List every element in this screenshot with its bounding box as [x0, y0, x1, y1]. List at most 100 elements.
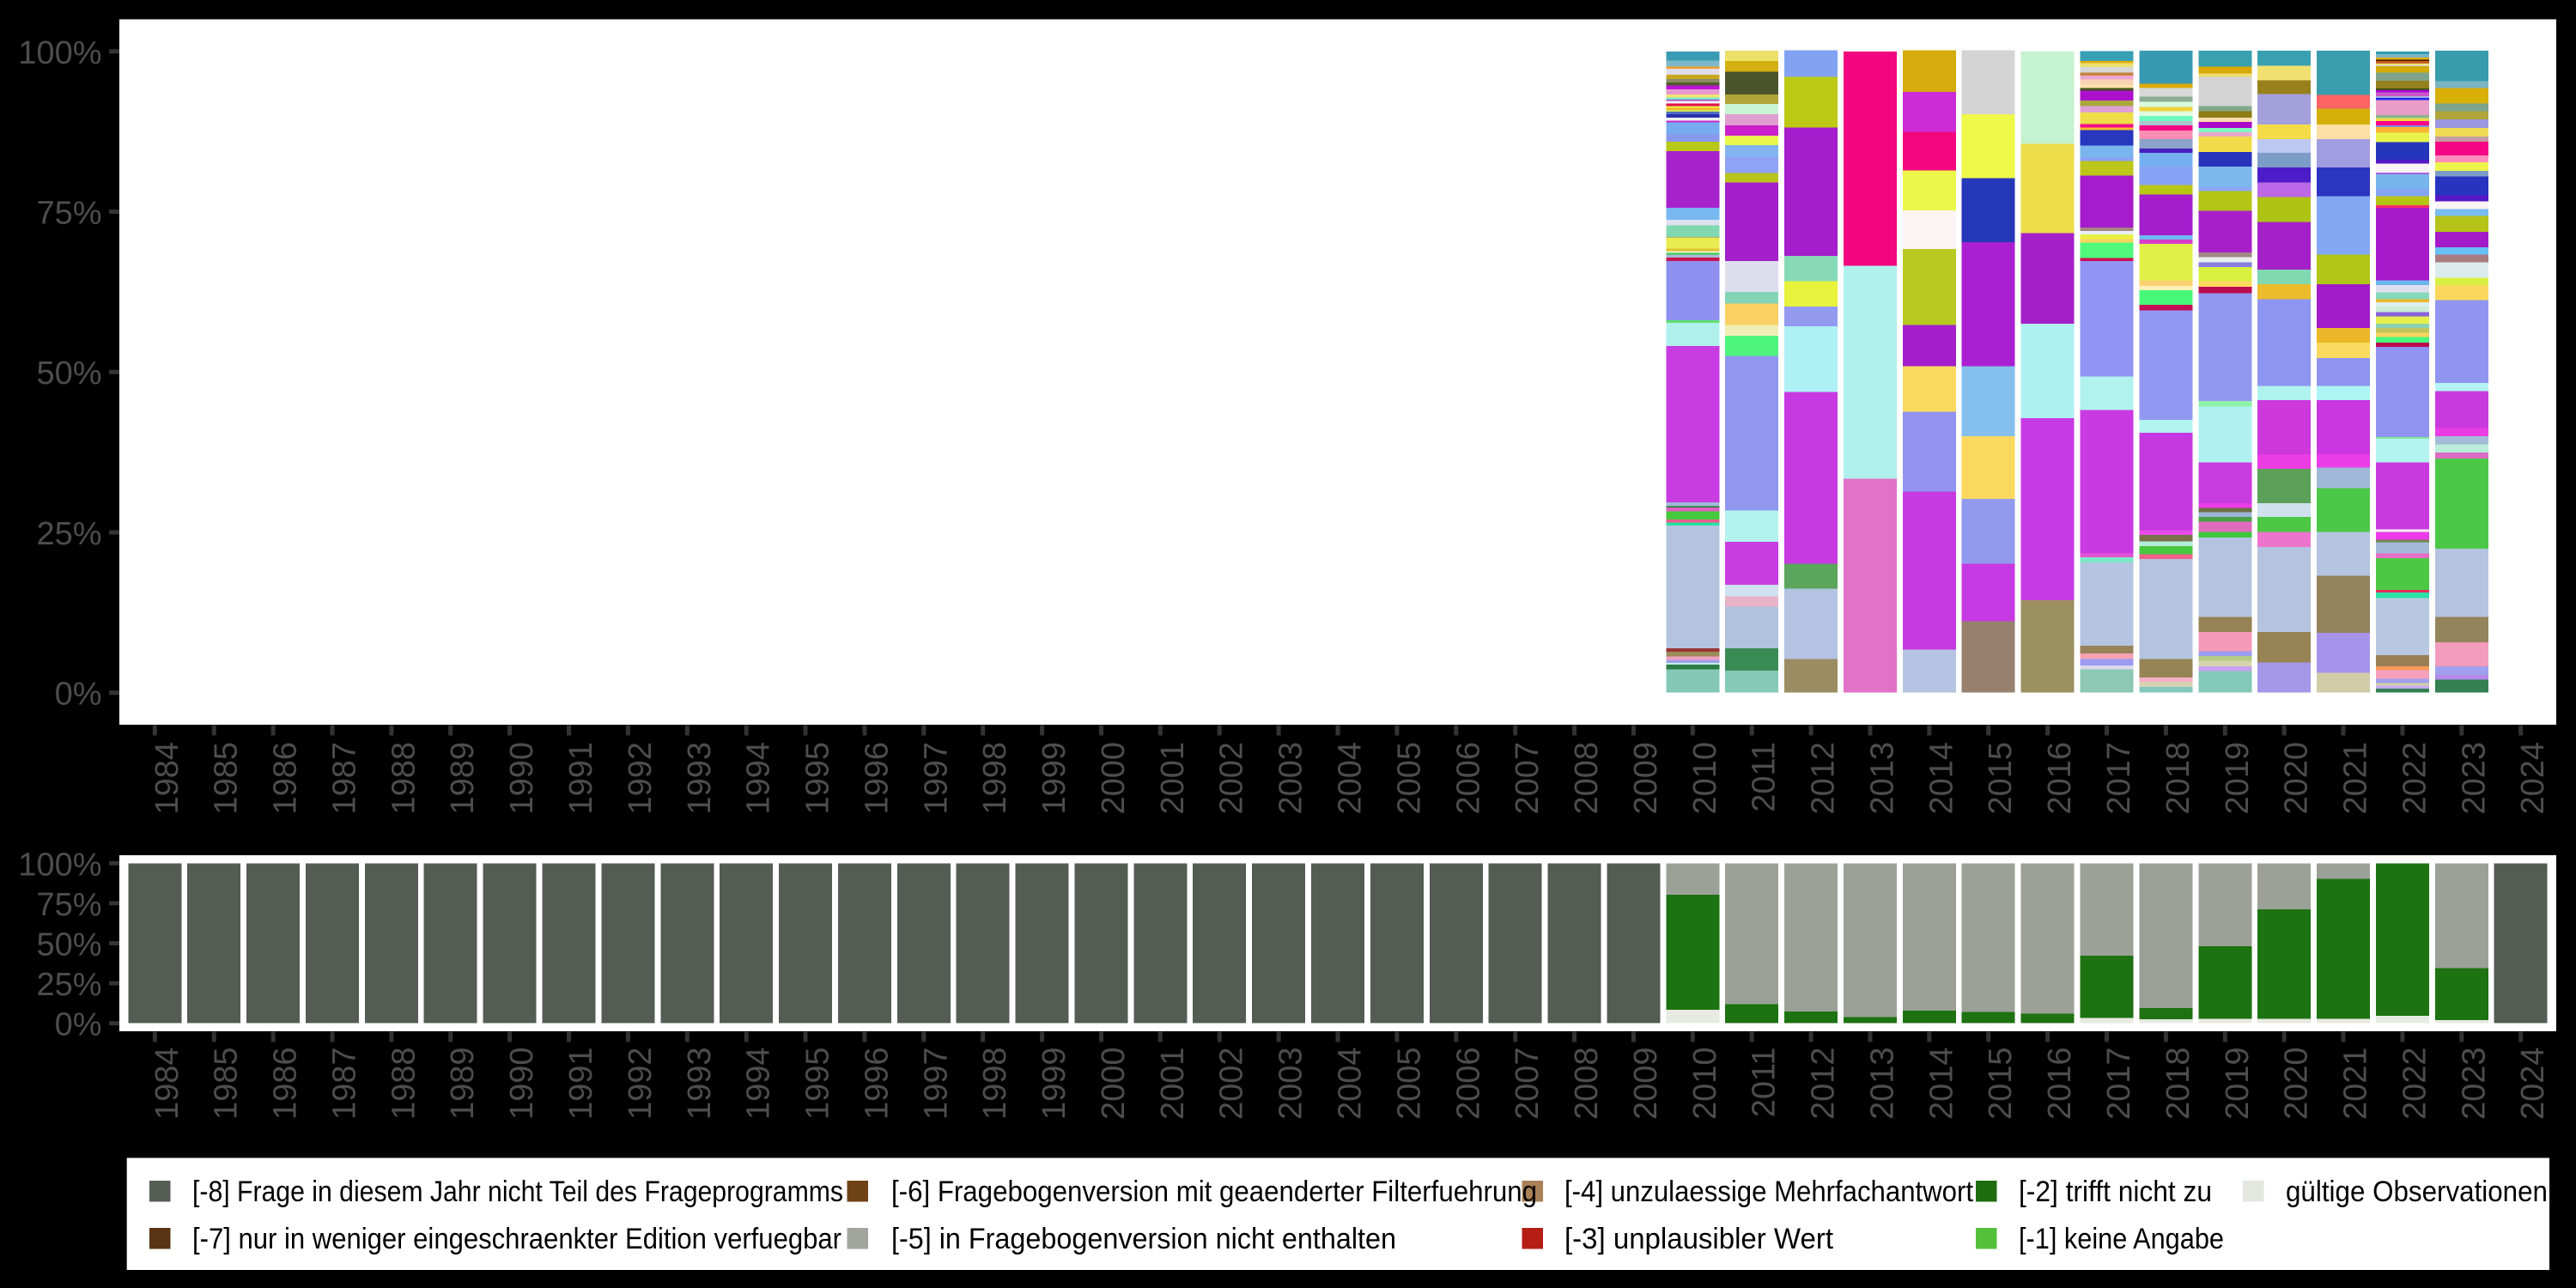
svg-text:2002: 2002	[1214, 742, 1250, 815]
svg-text:2004: 2004	[1333, 742, 1369, 815]
svg-text:2018: 2018	[2160, 742, 2196, 815]
svg-text:2007: 2007	[1510, 1048, 1546, 1121]
svg-text:2016: 2016	[2042, 742, 2078, 815]
svg-text:[-3] unplausibler Wert: [-3] unplausibler Wert	[1564, 1223, 1834, 1255]
svg-text:2004: 2004	[1333, 1048, 1369, 1121]
svg-text:2005: 2005	[1391, 1048, 1427, 1121]
svg-text:2019: 2019	[2220, 742, 2256, 815]
svg-text:2003: 2003	[1273, 1048, 1309, 1121]
svg-text:1984: 1984	[149, 742, 185, 815]
svg-text:1987: 1987	[327, 742, 363, 815]
svg-text:1993: 1993	[682, 1048, 718, 1121]
svg-text:[-4] unzulaessige Mehrfachantw: [-4] unzulaessige Mehrfachantwort	[1564, 1176, 1974, 1208]
svg-text:2001: 2001	[1155, 742, 1191, 815]
svg-text:2009: 2009	[1628, 742, 1664, 815]
svg-text:1998: 1998	[977, 1048, 1013, 1121]
svg-text:2020: 2020	[2279, 742, 2315, 815]
svg-text:1989: 1989	[445, 1048, 481, 1121]
svg-text:1994: 1994	[741, 1048, 777, 1121]
svg-text:1984: 1984	[149, 1048, 185, 1121]
svg-text:2014: 2014	[1923, 742, 1959, 815]
svg-text:2017: 2017	[2101, 1048, 2137, 1121]
svg-text:25%: 25%	[36, 516, 101, 552]
svg-text:2012: 2012	[1806, 742, 1842, 815]
svg-text:50%: 50%	[36, 355, 101, 392]
svg-text:2023: 2023	[2456, 742, 2492, 815]
svg-text:2012: 2012	[1806, 1048, 1842, 1121]
svg-text:1996: 1996	[859, 742, 895, 815]
svg-text:1988: 1988	[386, 1048, 422, 1121]
svg-text:75%: 75%	[36, 196, 101, 232]
svg-text:0%: 0%	[55, 1007, 102, 1043]
svg-text:2015: 2015	[1983, 1048, 2019, 1121]
svg-text:1995: 1995	[800, 1048, 836, 1121]
svg-text:1993: 1993	[682, 742, 718, 815]
svg-text:1986: 1986	[268, 742, 304, 815]
svg-text:0%: 0%	[55, 677, 102, 713]
svg-text:2016: 2016	[2042, 1048, 2078, 1121]
svg-text:2024: 2024	[2515, 1048, 2551, 1121]
svg-text:25%: 25%	[36, 967, 101, 1003]
svg-text:1987: 1987	[327, 1048, 363, 1121]
svg-text:2008: 2008	[1569, 1048, 1605, 1121]
svg-text:1986: 1986	[268, 1048, 304, 1121]
svg-text:2024: 2024	[2515, 742, 2551, 815]
svg-text:2011: 2011	[1747, 1048, 1783, 1118]
svg-text:2014: 2014	[1923, 1048, 1959, 1121]
svg-text:[-8] Frage in diesem Jahr nich: [-8] Frage in diesem Jahr nicht Teil des…	[192, 1176, 843, 1208]
svg-text:50%: 50%	[36, 927, 101, 963]
svg-text:1996: 1996	[859, 1048, 895, 1121]
svg-text:1991: 1991	[563, 1048, 599, 1121]
svg-text:2001: 2001	[1155, 1048, 1191, 1121]
svg-text:2010: 2010	[1687, 742, 1723, 815]
svg-text:2006: 2006	[1450, 1048, 1486, 1121]
svg-text:2005: 2005	[1391, 742, 1427, 815]
svg-text:1990: 1990	[504, 742, 540, 815]
svg-text:1997: 1997	[918, 1048, 954, 1121]
svg-text:2017: 2017	[2101, 742, 2137, 815]
svg-text:2000: 2000	[1096, 742, 1132, 815]
svg-text:2006: 2006	[1450, 742, 1486, 815]
svg-text:2013: 2013	[1865, 742, 1901, 815]
svg-text:2023: 2023	[2456, 1048, 2492, 1121]
svg-text:2021: 2021	[2338, 742, 2374, 815]
svg-text:100%: 100%	[18, 847, 101, 883]
svg-text:1990: 1990	[504, 1048, 540, 1121]
svg-text:1998: 1998	[977, 742, 1013, 815]
svg-text:1992: 1992	[623, 1048, 659, 1121]
svg-text:2018: 2018	[2160, 1048, 2196, 1121]
svg-text:2010: 2010	[1687, 1048, 1723, 1121]
svg-text:1985: 1985	[209, 1048, 245, 1121]
svg-text:1997: 1997	[918, 742, 954, 815]
svg-text:1994: 1994	[741, 742, 777, 815]
svg-text:1992: 1992	[623, 742, 659, 815]
svg-text:[-7] nur in weniger eingeschra: [-7] nur in weniger eingeschraenkter Edi…	[192, 1223, 841, 1255]
svg-text:1991: 1991	[563, 742, 599, 815]
svg-text:2009: 2009	[1628, 1048, 1664, 1121]
svg-text:2022: 2022	[2397, 1048, 2433, 1121]
svg-text:2013: 2013	[1865, 1048, 1901, 1121]
svg-text:1985: 1985	[209, 742, 245, 815]
svg-text:[-2] trifft nicht zu: [-2] trifft nicht zu	[2019, 1176, 2212, 1208]
svg-text:2000: 2000	[1096, 1048, 1132, 1121]
svg-text:gültige Observationen: gültige Observationen	[2286, 1176, 2548, 1208]
svg-text:75%: 75%	[36, 887, 101, 923]
svg-text:2002: 2002	[1214, 1048, 1250, 1121]
svg-text:[-6] Fragebogenversion mit gea: [-6] Fragebogenversion mit geaenderter F…	[891, 1176, 1537, 1208]
svg-text:2019: 2019	[2220, 1048, 2256, 1121]
svg-text:1999: 1999	[1036, 742, 1072, 815]
svg-text:1995: 1995	[800, 742, 836, 815]
svg-text:1989: 1989	[445, 742, 481, 815]
svg-text:100%: 100%	[18, 35, 101, 71]
svg-text:2008: 2008	[1569, 742, 1605, 815]
svg-text:2015: 2015	[1983, 742, 2019, 815]
svg-text:1988: 1988	[386, 742, 422, 815]
svg-text:2011: 2011	[1747, 742, 1783, 812]
svg-text:2021: 2021	[2338, 1048, 2374, 1121]
svg-text:2003: 2003	[1273, 742, 1309, 815]
svg-text:2007: 2007	[1510, 742, 1546, 815]
svg-text:2020: 2020	[2279, 1048, 2315, 1121]
svg-text:2022: 2022	[2397, 742, 2433, 815]
svg-text:1999: 1999	[1036, 1048, 1072, 1121]
svg-text:[-5] in Fragebogenversion nich: [-5] in Fragebogenversion nicht enthalte…	[891, 1223, 1396, 1255]
